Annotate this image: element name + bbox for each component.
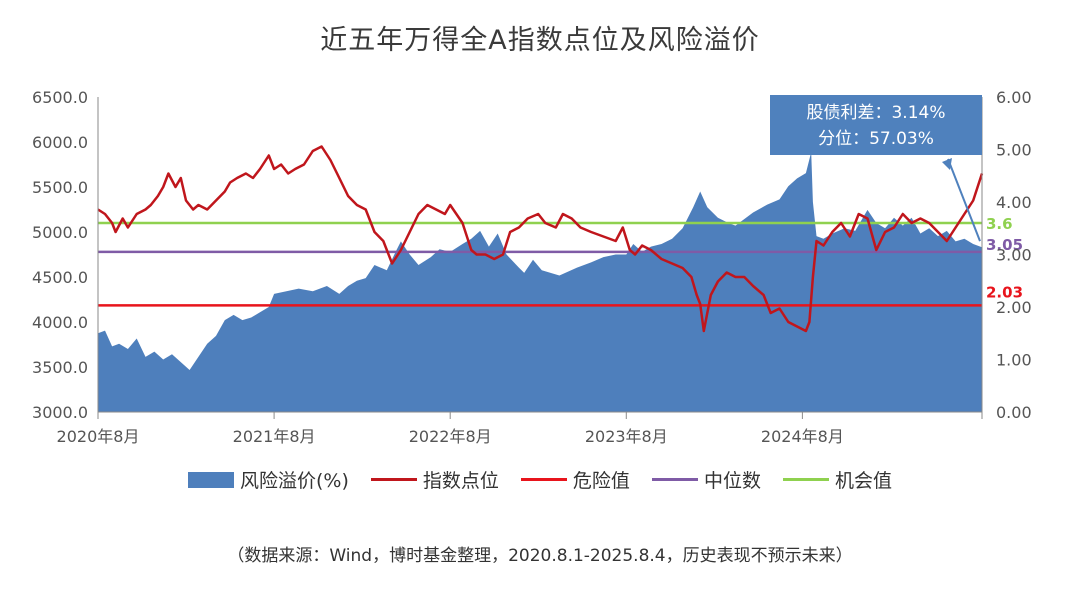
annotation-arrowhead	[942, 158, 952, 170]
x-tick-label: 2020年8月	[57, 427, 140, 446]
legend-label: 风险溢价(%)	[240, 470, 349, 492]
source-note: （数据来源：Wind，博时基金整理，2020.8.1-2025.8.4，历史表现…	[227, 546, 853, 566]
left-tick-label: 6500.0	[32, 88, 88, 107]
legend-item-opportunity: 机会值	[782, 466, 892, 493]
legend-label: 中位数	[703, 470, 761, 492]
chart-title: 近五年万得全A指数点位及风险溢价	[320, 25, 760, 56]
chart-canvas: 2.03 3.05 3.6 3000.0 3500.0 4000.0 4500.0 5000.…	[32, 88, 1032, 446]
right-tick-label: 5.00	[996, 141, 1032, 160]
legend-swatch-area	[188, 471, 235, 488]
right-tick-label: 6.00	[996, 88, 1032, 107]
legend-swatch-line	[651, 478, 698, 481]
x-tick-label: 2023年8月	[585, 427, 668, 446]
x-tick-label: 2021年8月	[233, 427, 316, 446]
annotation-arrow	[947, 158, 981, 242]
legend-label: 指数点位	[422, 470, 499, 492]
legend-swatch-line	[782, 478, 829, 481]
left-tick-label: 5000.0	[32, 223, 88, 242]
left-tick-label: 6000.0	[32, 133, 88, 152]
legend-label: 机会值	[834, 470, 892, 492]
legend-swatch-line	[370, 478, 417, 481]
legend-swatch-line	[520, 478, 567, 481]
right-tick-label: 0.00	[996, 403, 1032, 422]
annotation-box	[770, 95, 982, 155]
index-line	[97, 145, 984, 333]
legend-item-danger: 危险值	[520, 466, 630, 493]
legend-item-index: 指数点位	[370, 466, 499, 493]
chart-legend: 风险溢价(%) 指数点位 危险值 中位数 机会值	[0, 466, 1080, 493]
right-tick-label: 4.00	[996, 193, 1032, 212]
right-tick-label: 1.00	[996, 351, 1032, 370]
legend-item-risk-premium: 风险溢价(%)	[188, 466, 349, 493]
left-tick-label: 3000.0	[32, 403, 88, 422]
opportunity-line-label: 3.6	[986, 215, 1013, 233]
left-tick-label: 3500.0	[32, 358, 88, 377]
left-tick-label: 5500.0	[32, 178, 88, 197]
risk-premium-area	[98, 152, 982, 412]
median-line-label: 3.05	[986, 236, 1023, 254]
left-tick-label: 4500.0	[32, 268, 88, 287]
legend-item-median: 中位数	[651, 466, 761, 493]
x-tick-label: 2024年8月	[761, 427, 844, 446]
danger-line-label: 2.03	[986, 283, 1023, 301]
legend-label: 危险值	[572, 470, 630, 492]
right-tick-label: 3.00	[996, 246, 1032, 265]
left-tick-label: 4000.0	[32, 313, 88, 332]
right-tick-label: 2.00	[996, 298, 1032, 317]
annotation-line1: 股债利差：3.14%	[806, 103, 945, 123]
annotation-line2: 分位：57.03%	[818, 129, 934, 149]
x-tick-label: 2022年8月	[409, 427, 492, 446]
